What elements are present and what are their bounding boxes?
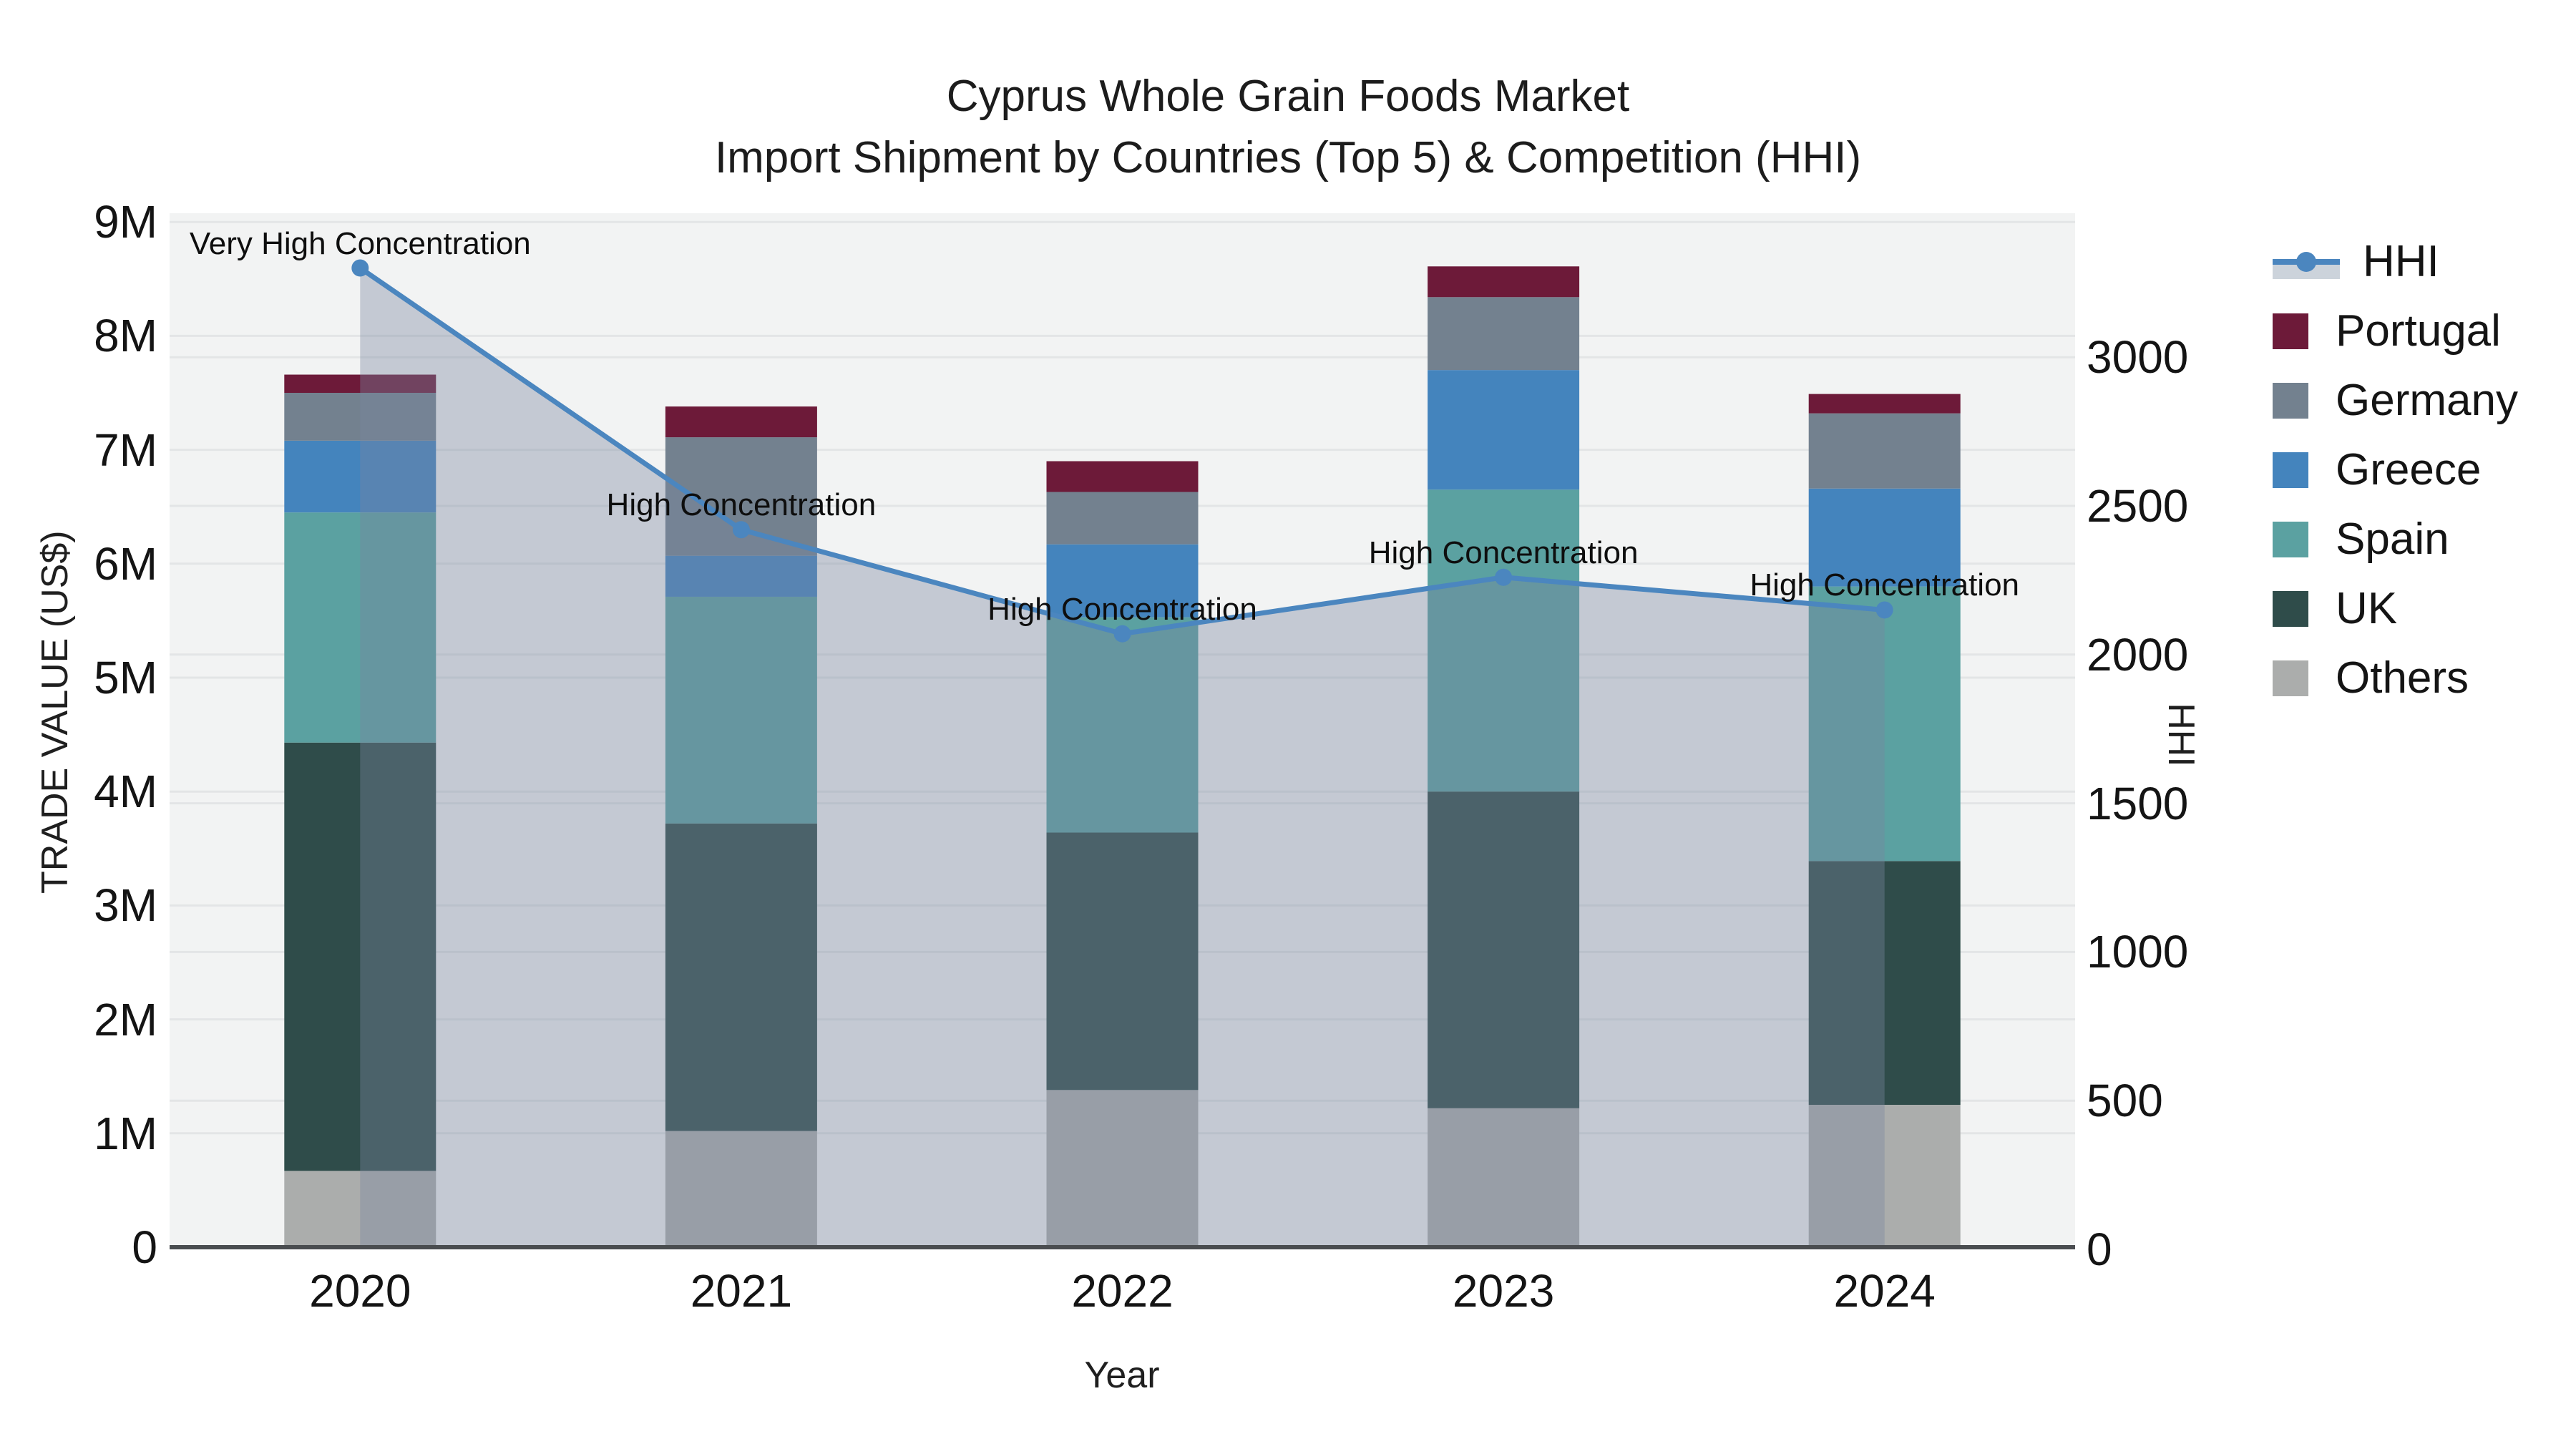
- legend-swatch-others: [2273, 660, 2308, 696]
- bar-segment-uk-2022: [1046, 832, 1199, 1091]
- xtick-2023: 2023: [1452, 1265, 1555, 1317]
- bar-segment-others-2020: [284, 1171, 436, 1247]
- ytick-right-2500: 2500: [2087, 480, 2189, 532]
- ytick-right-2000: 2000: [2087, 628, 2189, 680]
- bar-segment-spain-2020: [284, 512, 436, 743]
- legend-item-portugal[interactable]: Portugal: [2273, 296, 2518, 366]
- y-axis-title-left: TRADE VALUE (US$): [34, 530, 76, 894]
- xtick-2020: 2020: [309, 1265, 411, 1317]
- chart-title-line1: Cyprus Whole Grain Foods Market: [946, 72, 1630, 121]
- bar-segment-uk-2023: [1428, 791, 1580, 1108]
- bar-segment-spain-2023: [1428, 489, 1580, 792]
- bar-segment-others-2022: [1046, 1090, 1199, 1247]
- bar-segment-portugal-2021: [665, 406, 817, 438]
- bar-segment-greece-2024: [1808, 488, 1961, 587]
- annotation-2021: High Concentration: [606, 487, 877, 523]
- bar-segment-germany-2024: [1808, 413, 1961, 489]
- chart-title-line2: Import Shipment by Countries (Top 5) & C…: [714, 133, 1862, 182]
- hhi-marker-2023: [1495, 568, 1513, 586]
- legend-item-uk[interactable]: UK: [2273, 574, 2518, 643]
- ytick-left-1M: ​1M: [94, 1107, 157, 1159]
- legend-label-germany: Germany: [2336, 376, 2518, 425]
- bar-segment-germany-2022: [1046, 492, 1199, 545]
- bar-segment-others-2023: [1428, 1108, 1580, 1247]
- ytick-left-2M: ​2M: [94, 993, 157, 1045]
- bar-segment-others-2024: [1808, 1105, 1961, 1247]
- annotation-2020: Very High Concentration: [189, 225, 531, 261]
- bar-segment-portugal-2022: [1046, 461, 1199, 492]
- legend-label-others: Others: [2336, 653, 2469, 703]
- ytick-right-0: 0: [2087, 1224, 2112, 1275]
- x-axis-title: Year: [1084, 1355, 1160, 1396]
- bar-segment-greece-2021: [665, 555, 817, 597]
- ytick-left-6M: ​6M: [94, 537, 157, 590]
- ytick-right-1500: 1500: [2087, 777, 2189, 829]
- bar-segment-uk-2020: [284, 742, 436, 1171]
- bar-segment-germany-2023: [1428, 297, 1580, 371]
- ytick-left-9M: ​9M: [94, 196, 157, 248]
- ytick-left-5M: ​5M: [94, 652, 157, 703]
- legend: HHI Portugal Germany Greece Spain UK Others: [2273, 227, 2518, 713]
- bar-segment-portugal-2024: [1808, 394, 1961, 414]
- legend-swatch-spain: [2273, 521, 2308, 557]
- ytick-left-3M: ​3M: [94, 879, 157, 932]
- legend-item-germany[interactable]: Germany: [2273, 366, 2518, 435]
- ytick-right-3000: 3000: [2087, 331, 2189, 384]
- ytick-left-4M: ​4M: [94, 766, 157, 818]
- legend-swatch-portugal: [2273, 313, 2308, 349]
- legend-label-greece: Greece: [2336, 445, 2482, 494]
- bar-segment-portugal-2023: [1428, 266, 1580, 298]
- bar-segment-greece-2022: [1046, 544, 1199, 618]
- bar-segment-portugal-2020: [284, 374, 436, 393]
- legend-swatch-germany: [2273, 382, 2308, 419]
- bar-segment-greece-2020: [284, 440, 436, 513]
- legend-item-others[interactable]: Others: [2273, 643, 2518, 713]
- bar-segment-germany-2020: [284, 393, 436, 441]
- hhi-line-icon: [2273, 243, 2340, 280]
- ytick-left-0: ​0: [132, 1221, 157, 1273]
- hhi-marker-2020: [351, 259, 369, 277]
- bar-segment-greece-2023: [1428, 370, 1580, 490]
- annotation-2024: High Concentration: [1750, 567, 2020, 603]
- xtick-2024: 2024: [1833, 1265, 1936, 1317]
- xtick-2021: 2021: [690, 1265, 793, 1317]
- xtick-2022: 2022: [1071, 1265, 1174, 1317]
- hhi-marker-2022: [1113, 625, 1131, 643]
- legend-swatch-uk: [2273, 590, 2308, 627]
- legend-swatch-greece: [2273, 452, 2308, 488]
- ytick-right-1000: 1000: [2087, 926, 2189, 978]
- ytick-right-500: 500: [2087, 1075, 2163, 1127]
- bar-segment-uk-2021: [665, 823, 817, 1131]
- legend-label-uk: UK: [2336, 584, 2398, 633]
- x-axis-line: [170, 1245, 2075, 1249]
- annotation-2023: High Concentration: [1368, 535, 1639, 570]
- hhi-area-fill: [360, 268, 1885, 1247]
- ytick-left-8M: ​8M: [94, 310, 157, 362]
- legend-item-hhi[interactable]: HHI: [2273, 227, 2518, 296]
- legend-label-spain: Spain: [2336, 514, 2449, 564]
- hhi-marker-2021: [732, 521, 750, 539]
- legend-item-greece[interactable]: Greece: [2273, 435, 2518, 504]
- bar-segment-others-2021: [665, 1131, 817, 1247]
- legend-label-portugal: Portugal: [2336, 306, 2501, 356]
- legend-item-spain[interactable]: Spain: [2273, 504, 2518, 574]
- legend-label-hhi: HHI: [2363, 237, 2439, 286]
- hhi-marker-2024: [1875, 601, 1893, 619]
- bar-segment-spain-2024: [1808, 586, 1961, 862]
- bar-segment-uk-2024: [1808, 861, 1961, 1105]
- bar-segment-spain-2021: [665, 596, 817, 824]
- annotation-2022: High Concentration: [987, 591, 1257, 627]
- bar-segment-spain-2022: [1046, 617, 1199, 833]
- ytick-left-7M: ​7M: [94, 424, 157, 476]
